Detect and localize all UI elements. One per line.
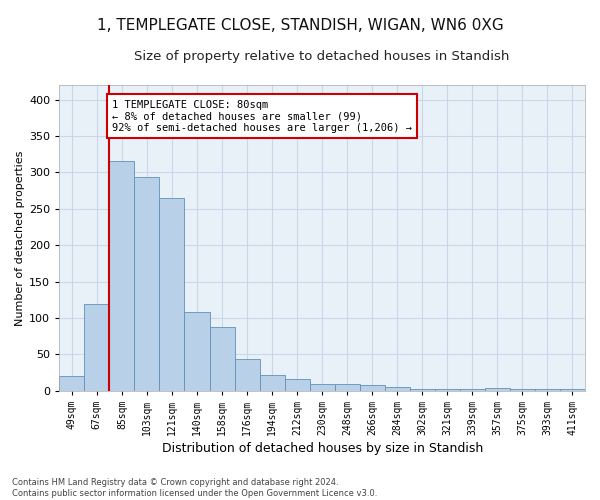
- Bar: [184, 312, 209, 391]
- Text: 1 TEMPLEGATE CLOSE: 80sqm
← 8% of detached houses are smaller (99)
92% of semi-d: 1 TEMPLEGATE CLOSE: 80sqm ← 8% of detach…: [112, 100, 412, 133]
- Bar: [160, 198, 184, 391]
- Bar: [310, 384, 335, 391]
- Bar: [134, 178, 160, 391]
- Bar: [535, 390, 560, 391]
- Bar: [209, 328, 235, 391]
- Bar: [435, 388, 460, 391]
- Bar: [235, 358, 260, 391]
- Bar: [385, 387, 410, 391]
- Bar: [85, 304, 109, 391]
- Bar: [59, 376, 85, 391]
- Text: 1, TEMPLEGATE CLOSE, STANDISH, WIGAN, WN6 0XG: 1, TEMPLEGATE CLOSE, STANDISH, WIGAN, WN…: [97, 18, 503, 32]
- Bar: [510, 388, 535, 391]
- Text: Contains HM Land Registry data © Crown copyright and database right 2024.
Contai: Contains HM Land Registry data © Crown c…: [12, 478, 377, 498]
- Bar: [460, 390, 485, 391]
- Y-axis label: Number of detached properties: Number of detached properties: [15, 150, 25, 326]
- Bar: [410, 390, 435, 391]
- X-axis label: Distribution of detached houses by size in Standish: Distribution of detached houses by size …: [161, 442, 483, 455]
- Bar: [485, 388, 510, 391]
- Bar: [360, 385, 385, 391]
- Bar: [335, 384, 360, 391]
- Bar: [260, 376, 284, 391]
- Bar: [109, 162, 134, 391]
- Bar: [560, 388, 585, 391]
- Bar: [284, 379, 310, 391]
- Title: Size of property relative to detached houses in Standish: Size of property relative to detached ho…: [134, 50, 510, 63]
